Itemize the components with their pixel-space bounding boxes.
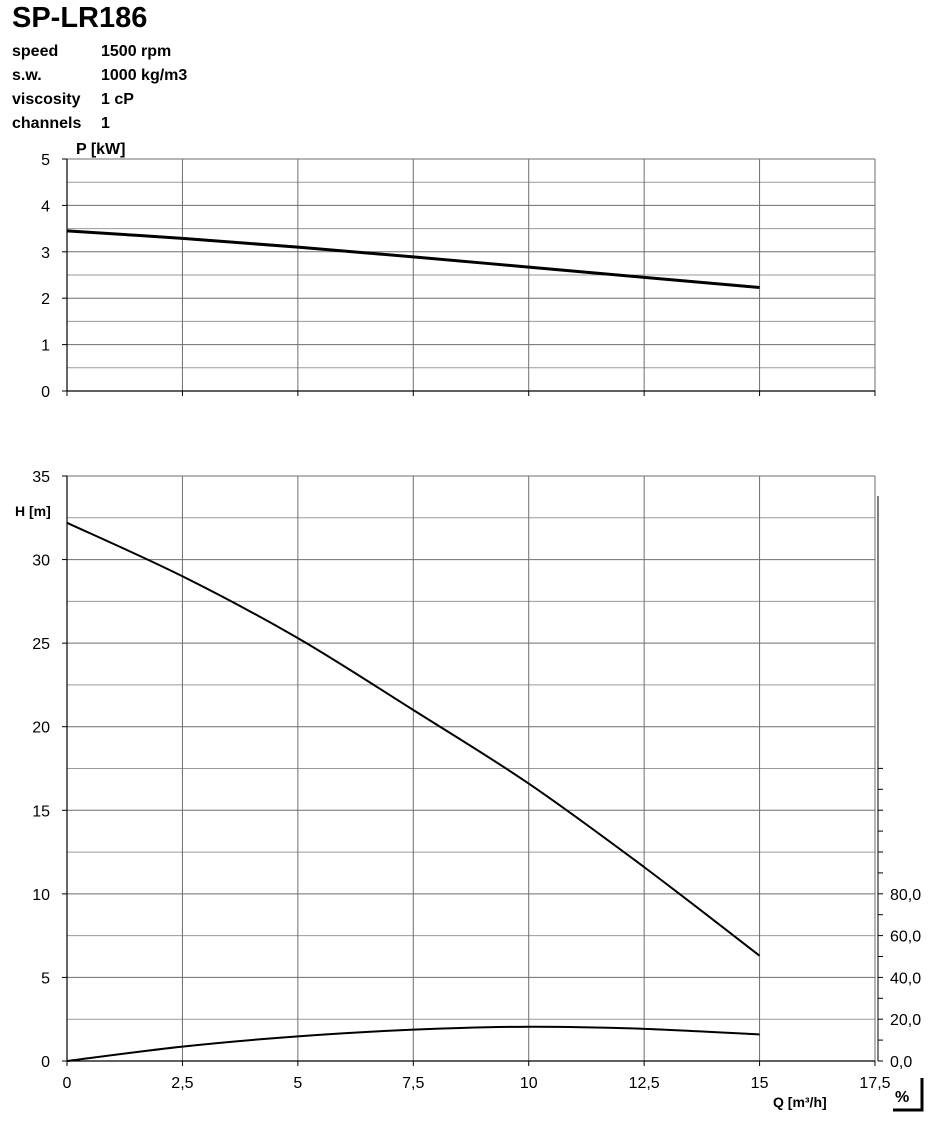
y-tick-label: 25 <box>32 636 50 653</box>
y-tick-label: 30 <box>32 553 50 570</box>
y-tick-label: 5 <box>41 970 50 987</box>
x-tick-label: 7,5 <box>402 1075 424 1092</box>
y-tick-label: 10 <box>32 887 50 904</box>
y-tick-label: 35 <box>32 469 50 486</box>
spec-list: speed 1500 rpm s.w. 1000 kg/m3 viscosity… <box>12 40 187 136</box>
spec-label: channels <box>12 115 82 132</box>
y2-tick-label: 20,0 <box>890 1012 921 1029</box>
x-tick-label: 17,5 <box>859 1075 890 1092</box>
spec-label: viscosity <box>12 91 81 108</box>
y-tick-label: 1 <box>41 338 50 355</box>
x-tick-label: 2,5 <box>171 1075 193 1092</box>
y-tick-label: 3 <box>41 245 50 262</box>
spec-row-specific-weight: s.w. 1000 kg/m3 <box>12 64 187 88</box>
y-tick-label: 15 <box>32 803 50 820</box>
y-tick-label: 2 <box>41 291 50 308</box>
x-tick-label: 15 <box>751 1075 769 1092</box>
x-axis-label: Q [m³/h] <box>773 1094 827 1110</box>
spec-value: 1500 rpm <box>101 43 172 60</box>
y-tick-label: 20 <box>32 720 50 737</box>
power-chart: 0 1 2 3 4 5 P [kW] <box>41 141 876 401</box>
spec-row-viscosity: viscosity 1 cP <box>12 88 187 112</box>
pump-model-title: SP-LR186 <box>12 2 148 34</box>
spec-row-speed: speed 1500 rpm <box>12 40 187 64</box>
y-tick-label: 4 <box>41 198 50 215</box>
y2-axis-bracket <box>893 1078 924 1112</box>
spec-label: speed <box>12 43 59 60</box>
x-tick-label: 12,5 <box>629 1075 660 1092</box>
y2-tick-label: 40,0 <box>890 970 921 987</box>
head-efficiency-chart: 0 5 10 15 20 25 30 35 H [m] 0 2,5 5 7,5 10 12,5 15 17,5 Q… <box>15 469 924 1112</box>
y-tick-label: 0 <box>41 384 50 401</box>
y2-tick-label: 60,0 <box>890 929 921 946</box>
x-tick-label: 5 <box>293 1075 302 1092</box>
y2-tick-label: 80,0 <box>890 887 921 904</box>
spec-value: 1 cP <box>101 91 134 108</box>
series-line <box>66 1025 760 1062</box>
y2-axis-label: % <box>895 1089 909 1106</box>
y2-tick-label: 0,0 <box>890 1054 912 1071</box>
spec-label: s.w. <box>12 67 42 84</box>
spec-row-channels: channels 1 <box>12 112 187 136</box>
y-axis-label: H [m] <box>15 503 51 519</box>
y-axis-label: P [kW] <box>76 141 125 158</box>
y-tick-label: 0 <box>41 1054 50 1071</box>
y-tick-label: 5 <box>41 152 50 169</box>
x-tick-label: 10 <box>520 1075 538 1092</box>
x-tick-label: 0 <box>63 1075 72 1092</box>
series-line <box>66 521 761 957</box>
spec-value: 1000 kg/m3 <box>101 67 188 84</box>
series-line <box>66 229 760 290</box>
spec-value: 1 <box>101 115 110 132</box>
